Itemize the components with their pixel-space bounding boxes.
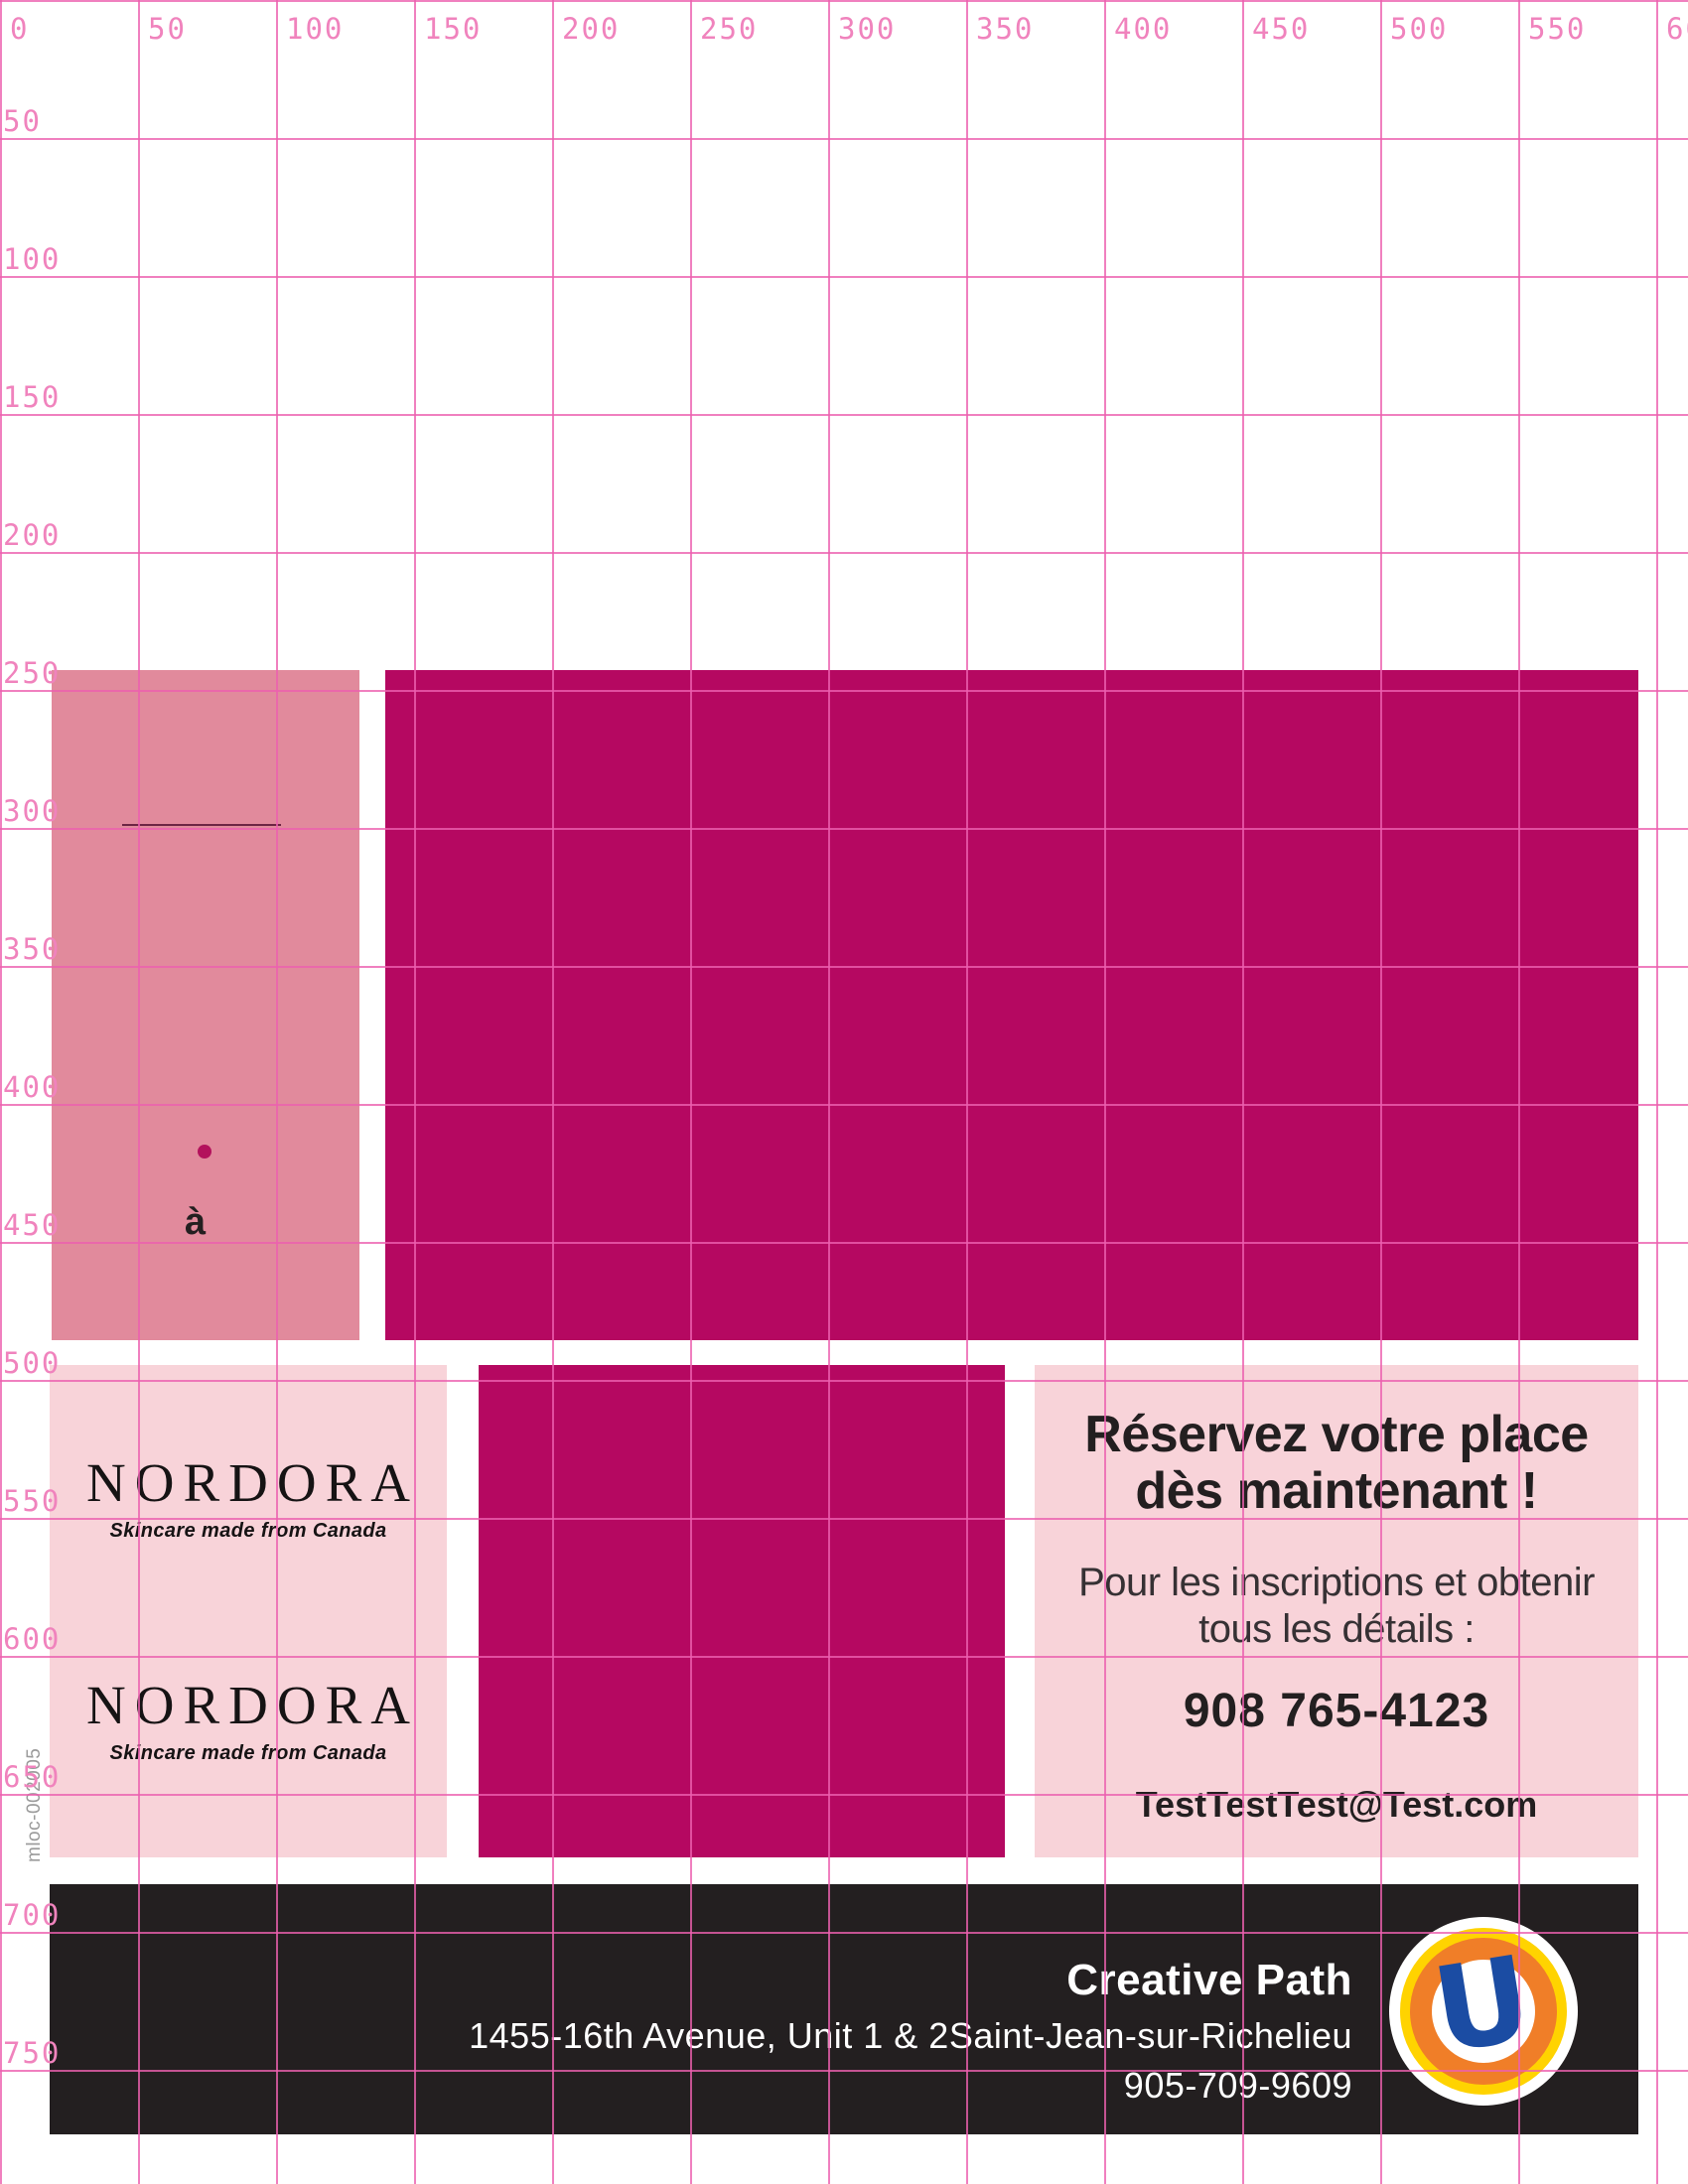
footer-phone-number: 905-709-9609	[1123, 2065, 1352, 2106]
ruler-label-top: 500	[1390, 12, 1449, 46]
u-brand-logo: U	[1389, 1917, 1578, 2106]
u-logo-letter-icon: U	[1424, 1929, 1541, 2080]
ruler-label-left: 100	[3, 242, 62, 276]
promo-email: TestTestTest@Test.com	[1135, 1784, 1538, 1826]
magenta-square-block	[479, 1365, 1005, 1857]
nordora-wordmark: NORDORA	[86, 1452, 419, 1513]
ruler-label-top: 200	[562, 12, 621, 46]
nordora-wordmark: NORDORA	[86, 1675, 419, 1735]
ruler-label-left: 50	[3, 104, 42, 138]
ruler-label-top: 600	[1666, 12, 1688, 46]
ruler-label-top: 100	[286, 12, 345, 46]
ruler-label-top: 350	[976, 12, 1035, 46]
magenta-hero-block	[385, 670, 1638, 1340]
ruler-label-top: 550	[1528, 12, 1587, 46]
ruler-label-top: 50	[148, 12, 187, 46]
footer-contact-block: Creative Path 1455-16th Avenue, Unit 1 &…	[469, 1956, 1352, 2107]
promo-body-line1: Pour les inscriptions et obtenir	[1078, 1561, 1595, 1605]
footer-bar: Creative Path 1455-16th Avenue, Unit 1 &…	[50, 1884, 1638, 2134]
ruler-label-top: 150	[424, 12, 483, 46]
horizontal-rule-mark	[122, 824, 281, 826]
nordora-tagline: Skincare made from Canada	[109, 1520, 387, 1542]
promo-copy: Réservez votre place dès maintenant ! Po…	[1035, 1365, 1638, 1857]
promo-headline: Réservez votre place dès maintenant !	[1035, 1406, 1638, 1521]
nordora-logo-1: NORDORA Skincare made from Canada	[50, 1451, 447, 1543]
promo-body-line2: tous les détails :	[1198, 1606, 1475, 1651]
ruler-label-top: 450	[1252, 12, 1311, 46]
footer-address: 1455-16th Avenue, Unit 1 & 2Saint-Jean-s…	[469, 2015, 1352, 2056]
footer-company-name: Creative Path	[1066, 1956, 1352, 2004]
nordora-tagline: Skincare made from Canada	[109, 1742, 387, 1764]
ruler-label-left: 200	[3, 518, 62, 552]
ruler-label-top: 400	[1114, 12, 1173, 46]
marker-dot	[198, 1145, 211, 1159]
nordora-logo-block	[50, 1365, 447, 1857]
ruler-label-top: 300	[838, 12, 897, 46]
promo-phone-number: 908 765-4123	[1183, 1685, 1490, 1738]
proof-code-label: mloc-002005	[24, 1747, 45, 1862]
promo-body: Pour les inscriptions et obtenir tous le…	[1035, 1560, 1638, 1652]
promo-headline-line2: dès maintenant !	[1135, 1462, 1538, 1521]
ruler-label-top: 250	[700, 12, 759, 46]
ruler-label-left: 150	[3, 380, 62, 414]
a-annotation-label: à	[185, 1201, 207, 1243]
promo-headline-line1: Réservez votre place	[1084, 1406, 1589, 1463]
nordora-logo-2: NORDORA Skincare made from Canada	[50, 1674, 447, 1765]
ruler-label-top: 0	[10, 12, 30, 46]
